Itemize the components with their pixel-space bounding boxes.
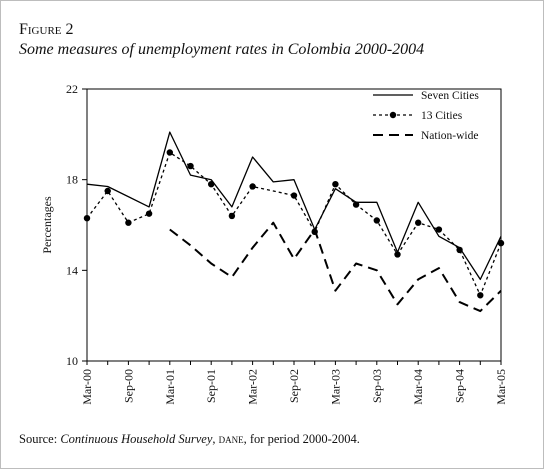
x-tick-label: Sep-03 bbox=[370, 369, 384, 403]
series-point-1 bbox=[456, 246, 463, 254]
source-prefix: Source: bbox=[19, 432, 61, 446]
legend-label-0: Seven Cities bbox=[421, 90, 479, 102]
series-point-1 bbox=[332, 181, 339, 188]
series-line-1 bbox=[86, 151, 502, 296]
series-point-1 bbox=[477, 292, 484, 299]
x-tick-label: Mar-00 bbox=[80, 369, 94, 405]
series-point-1 bbox=[373, 217, 380, 224]
x-tick-label: Sep-00 bbox=[121, 369, 135, 403]
source-suffix: , for period 2000-2004. bbox=[243, 432, 360, 446]
x-tick-label: Mar-01 bbox=[163, 369, 177, 405]
series-point-1 bbox=[83, 215, 91, 222]
series-point-1 bbox=[290, 192, 298, 199]
series-point-1 bbox=[187, 162, 194, 170]
series-point-1 bbox=[125, 219, 132, 226]
series-point-1 bbox=[166, 149, 173, 156]
series-line-0 bbox=[86, 131, 502, 281]
source-survey: Continuous Household Survey bbox=[60, 432, 213, 446]
source-note: Source: Continuous Household Survey, dan… bbox=[19, 432, 360, 447]
series-point-1 bbox=[145, 210, 153, 217]
y-tick-label: 14 bbox=[66, 263, 78, 277]
y-tick-label: 10 bbox=[66, 354, 78, 368]
y-tick-label: 18 bbox=[66, 173, 78, 187]
series-point-1 bbox=[249, 183, 256, 190]
y-tick-label: 22 bbox=[66, 82, 78, 96]
series-point-1 bbox=[228, 212, 236, 220]
legend-label-1: 13 Cities bbox=[421, 110, 463, 122]
series-line-2 bbox=[169, 221, 502, 313]
x-tick-label: Mar-05 bbox=[494, 369, 508, 405]
series-point-1 bbox=[104, 187, 111, 195]
x-tick-label: Mar-02 bbox=[246, 369, 260, 405]
series-point-1 bbox=[415, 219, 422, 226]
x-tick-label: Sep-04 bbox=[453, 369, 467, 403]
source-org: dane bbox=[218, 432, 244, 446]
figure-title: Some measures of unemployment rates in C… bbox=[19, 41, 425, 58]
legend-label-2: Nation-wide bbox=[421, 130, 478, 142]
x-tick-label: Sep-02 bbox=[287, 369, 301, 403]
series-point-1 bbox=[497, 239, 505, 247]
legend-marker-1 bbox=[389, 111, 397, 119]
series-point-1 bbox=[435, 226, 443, 233]
x-tick-label: Mar-03 bbox=[328, 369, 342, 405]
series-point-1 bbox=[352, 201, 360, 208]
x-tick-label: Mar-04 bbox=[411, 369, 425, 405]
x-tick-label: Sep-01 bbox=[204, 369, 218, 403]
series-point-1 bbox=[208, 181, 215, 188]
source-sep: , bbox=[212, 432, 219, 446]
figure-label: Figure 2 bbox=[19, 21, 74, 38]
series-point-1 bbox=[394, 251, 401, 258]
y-axis-label: Percentages bbox=[40, 196, 54, 254]
